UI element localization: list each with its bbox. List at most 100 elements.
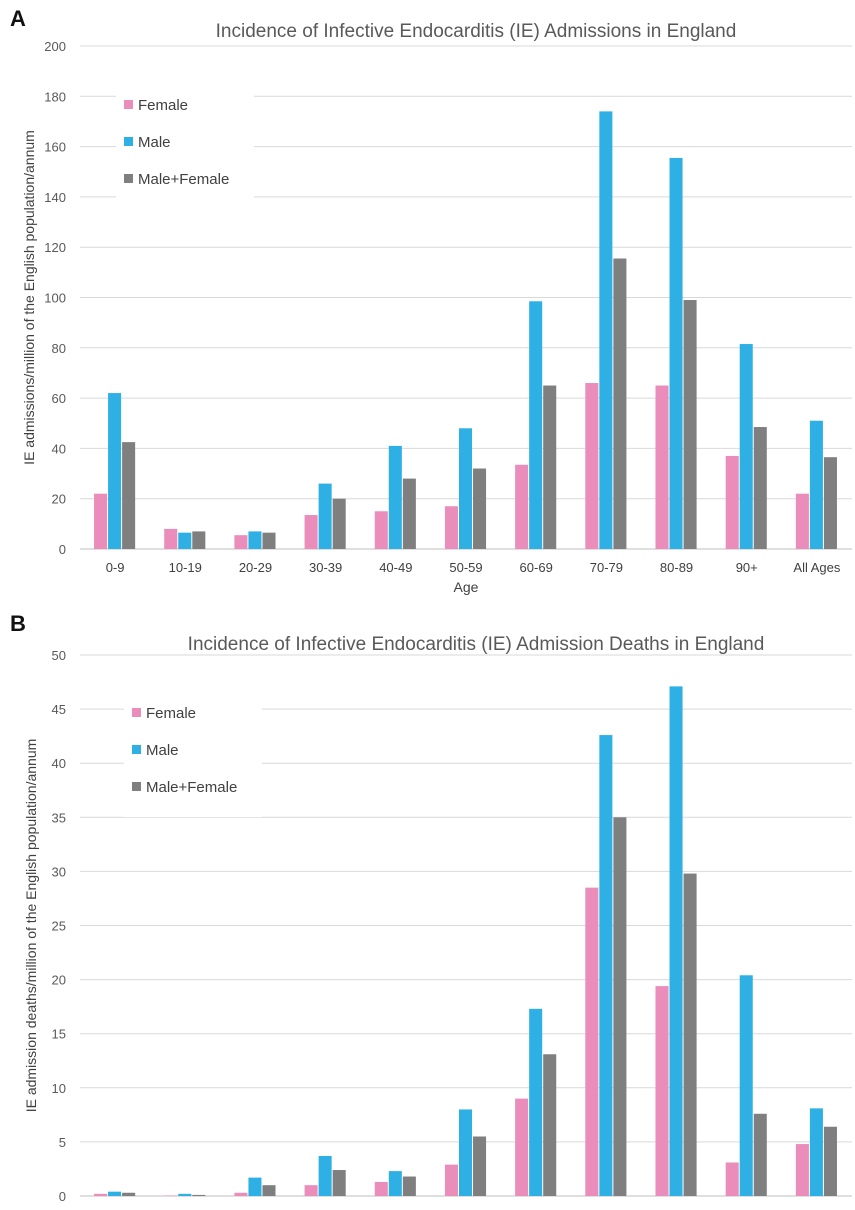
panel-letter-a: A [10, 6, 26, 31]
chart-a-bar-male [739, 344, 753, 549]
chart-b-ytick-label: 5 [59, 1135, 66, 1150]
chart-b-bar-male [739, 975, 753, 1196]
chart-b-bar-female [304, 1185, 318, 1196]
chart-a-bar-male [108, 393, 122, 549]
chart-b-bar-male-plus-female [823, 1126, 837, 1196]
chart-b-ytick-label: 10 [52, 1081, 66, 1096]
chart-b-bar-female [164, 1195, 178, 1196]
chart-a-svg: Incidence of Infective Endocarditis (IE)… [21, 21, 852, 595]
chart-b-legend-swatch [132, 745, 141, 754]
chart-a-bar-female [234, 535, 248, 549]
chart-b-bar-female [94, 1193, 108, 1196]
chart-a-bar-male-plus-female [473, 468, 487, 549]
chart-b-ytick-label: 0 [59, 1189, 66, 1204]
chart-b-bar-male [388, 1171, 402, 1196]
chart-b-legend: Female Male Male+Female [124, 696, 262, 817]
chart-panel-a: A Incidence of Infective Endocarditis (I… [10, 6, 852, 595]
chart-a-ytick-label: 100 [44, 291, 66, 306]
chart-a-bar-female [795, 493, 809, 549]
chart-a-bar-male-plus-female [753, 427, 767, 549]
chart-b-legend-label: Male+Female [146, 779, 237, 796]
chart-a-ytick-label: 40 [52, 441, 66, 456]
chart-b-bar-male [248, 1177, 262, 1196]
panel-letter-b: B [10, 611, 26, 636]
chart-b-legend-swatch [132, 782, 141, 791]
chart-a-bar-male-plus-female [262, 532, 276, 549]
chart-a-bar-male [388, 445, 402, 549]
chart-b-bar-male-plus-female [122, 1192, 136, 1196]
chart-a-ytick-label: 140 [44, 190, 66, 205]
chart-b-bar-female [374, 1181, 388, 1196]
chart-a-xlabel: Age [454, 579, 479, 595]
chart-b-bar-male [809, 1108, 823, 1196]
chart-b-bar-male-plus-female [683, 873, 697, 1196]
chart-b-bar-male [458, 1109, 473, 1196]
chart-a-ytick-label: 0 [59, 542, 66, 557]
chart-a-xtick-label: 0-9 [106, 560, 125, 575]
chart-a-ytick-label: 200 [44, 39, 66, 54]
chart-b-ylabel: IE admission deaths/million of the Engli… [23, 739, 39, 1113]
chart-b-ytick-label: 20 [52, 973, 66, 988]
chart-b-legend-label: Male [146, 742, 179, 759]
chart-a-ytick-label: 20 [52, 492, 66, 507]
chart-a-bar-female [304, 515, 318, 549]
chart-a-bar-male-plus-female [613, 258, 627, 549]
chart-a-xtick-label: 30-39 [309, 560, 342, 575]
chart-b-bar-male-plus-female [192, 1194, 206, 1196]
chart-a-xtick-label: 40-49 [379, 560, 412, 575]
chart-b-bar-male-plus-female [262, 1185, 276, 1196]
chart-a-xtick-label: 90+ [736, 560, 758, 575]
chart-b-bar-male [178, 1193, 192, 1196]
chart-a-ylabel: IE admissions/million of the English pop… [21, 130, 37, 465]
chart-a-ytick-label: 60 [52, 391, 66, 406]
chart-a-bar-male [809, 420, 823, 549]
chart-b-bar-male [108, 1191, 122, 1196]
chart-a-bar-male [669, 157, 683, 550]
chart-b-bar-male-plus-female [543, 1054, 557, 1196]
chart-b-bar-female [795, 1144, 809, 1196]
chart-a-legend-label: Female [138, 97, 188, 114]
chart-a-bar-male-plus-female [823, 457, 837, 549]
chart-a-legend-swatch [124, 100, 133, 109]
chart-a-bar-female [725, 455, 739, 549]
chart-b-svg: Incidence of Infective Endocarditis (IE)… [23, 634, 852, 1210]
chart-a-legend-swatch [124, 174, 133, 183]
chart-b-ytick-label: 25 [52, 919, 66, 934]
chart-b-bar-male-plus-female [402, 1176, 416, 1196]
chart-b-ytick-label: 40 [52, 756, 66, 771]
chart-b-bar-male-plus-female [332, 1170, 346, 1196]
chart-b-ytick-label: 35 [52, 810, 66, 825]
chart-b-bar-male [529, 1008, 543, 1196]
chart-panel-b: B Incidence of Infective Endocarditis (I… [0, 605, 855, 1210]
chart-b-bar-male [318, 1155, 332, 1196]
chart-a-bar-female [515, 464, 529, 549]
chart-a-xtick-label: 20-29 [239, 560, 272, 575]
chart-a-ytick-label: 180 [44, 89, 66, 104]
chart-b-legend-label: Female [146, 705, 196, 722]
chart-b-bar-male-plus-female [753, 1113, 767, 1196]
chart-a-bar-male-plus-female [192, 531, 206, 549]
chart-a-legend-swatch [124, 137, 133, 146]
chart-a-xtick-label: 80-89 [660, 560, 693, 575]
chart-b-bar-male-plus-female [613, 817, 627, 1196]
chart-a-bar-female [444, 506, 458, 549]
chart-b-legend-swatch [132, 708, 141, 717]
chart-a-bar-female [585, 383, 599, 549]
chart-a-title: Incidence of Infective Endocarditis (IE)… [216, 21, 737, 42]
chart-a-bar-male-plus-female [543, 385, 557, 549]
chart-b-bar-male [599, 735, 613, 1196]
chart-a-ytick-label: 80 [52, 341, 66, 356]
chart-a-bar-male [178, 532, 192, 549]
chart-a-xtick-label: 70-79 [590, 560, 623, 575]
chart-a-ytick-label: 160 [44, 140, 66, 155]
chart-b-bar-female [585, 887, 599, 1196]
chart-b-ytick-label: 15 [52, 1027, 66, 1042]
chart-a-bar-male [529, 301, 543, 549]
chart-b-bar-female [655, 986, 669, 1196]
chart-a-bar-female [94, 493, 108, 549]
chart-a-bar-male [318, 483, 332, 549]
chart-a-xtick-label: 10-19 [169, 560, 202, 575]
chart-a-ytick-label: 120 [44, 240, 66, 255]
chart-a-bar-female [655, 385, 669, 549]
chart-b-bar-female [725, 1162, 739, 1196]
